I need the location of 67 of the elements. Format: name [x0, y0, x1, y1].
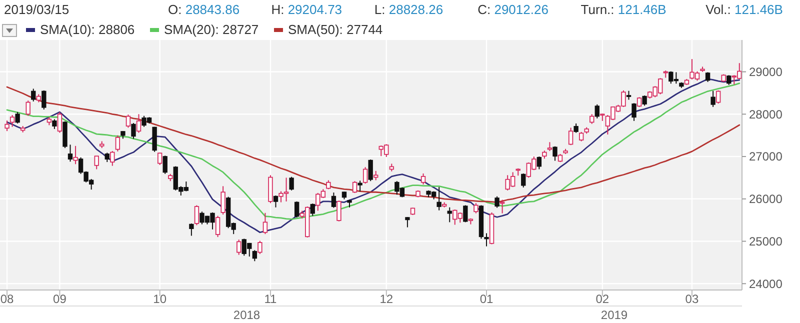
- text: O: 28843.86 H: 29204.73 L: 28828.26 C: 29012.26 Turn.: 121.46B Vol.: 121.46B: [168, 2, 783, 17]
- legend-label: SMA(20): 28727: [164, 22, 259, 37]
- x-tick-label: 09: [53, 292, 67, 306]
- candlestick: [189, 222, 194, 236]
- y-tick-label: 25000: [749, 234, 783, 248]
- chart-title: 2019/03/15: [4, 2, 70, 17]
- candlestick: [104, 152, 110, 163]
- candlestick: [568, 127, 574, 146]
- candlestick: [368, 158, 373, 182]
- candlestick: [131, 122, 136, 140]
- candlestick: [352, 180, 358, 194]
- candlestick: [521, 172, 526, 188]
- candlestick: [705, 72, 710, 82]
- x-tick-label: 02: [596, 292, 610, 306]
- candlestick: [289, 176, 294, 191]
- candlestick: [494, 196, 500, 208]
- candlestick: [474, 202, 478, 214]
- x-tick-label: 10: [153, 292, 167, 306]
- y-tick-label: 29000: [749, 64, 783, 79]
- candlestick: [710, 90, 716, 108]
- y-tick-label: 26000: [749, 192, 783, 206]
- candlestick: [331, 192, 336, 208]
- candlestick: [362, 166, 368, 184]
- candlestick: [642, 95, 647, 106]
- candlestick: [194, 204, 200, 226]
- candlestick: [594, 104, 600, 119]
- legend-label: SMA(50): 27744: [288, 22, 383, 37]
- candlestick: [15, 112, 20, 124]
- candlestick: [374, 170, 378, 181]
- candlestick: [578, 131, 584, 142]
- candlestick: [484, 232, 489, 247]
- x-tick-label: 03: [685, 292, 699, 306]
- candlestick: [632, 102, 636, 122]
- candlestick: [294, 200, 300, 218]
- candlestick: [447, 206, 452, 223]
- candlestick: [716, 90, 721, 104]
- candlestick: [273, 195, 278, 208]
- candlestick: [115, 134, 120, 152]
- candlestick: [420, 172, 426, 185]
- candlestick: [252, 250, 258, 262]
- x-tick-label: 01: [480, 292, 494, 306]
- y-tick-label: 28000: [749, 107, 783, 122]
- x-tick-label: 12: [380, 292, 394, 306]
- x-tick-label: 11: [264, 292, 278, 306]
- text: 2019: [600, 308, 628, 322]
- candlestick: [52, 118, 57, 130]
- candlestick: [552, 146, 558, 162]
- candlestick: [726, 74, 732, 86]
- candlestick: [215, 215, 220, 238]
- candlestick: [574, 122, 578, 134]
- text: 2018: [233, 308, 260, 322]
- y-tick-label: 27000: [749, 150, 783, 164]
- candlestick: [262, 212, 268, 235]
- x-tick-label: 08: [0, 292, 14, 306]
- candlestick: [310, 203, 315, 216]
- candlestick: [152, 126, 157, 152]
- candlestick: [436, 186, 442, 211]
- candlestick: [68, 144, 73, 162]
- candlestick: [358, 180, 362, 192]
- candlestick: [42, 90, 46, 110]
- candlestick: [636, 96, 642, 108]
- candlestick: [405, 216, 410, 228]
- candlestick: [31, 88, 36, 102]
- legend-label: SMA(10): 28806: [40, 22, 135, 37]
- y-tick-label: 24000: [749, 276, 783, 291]
- candlestick: [536, 156, 542, 170]
- candlestick: [162, 155, 168, 174]
